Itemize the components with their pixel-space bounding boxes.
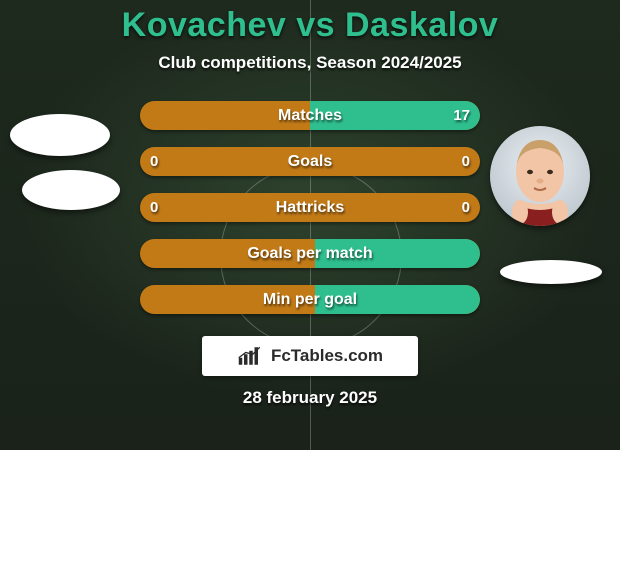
bars-icon [237,345,265,367]
stat-row-goals: Goals 0 0 [140,147,480,176]
stat-value-right: 0 [462,193,470,222]
stat-row-min_per_goal: Min per goal [140,285,480,314]
stat-row-goals_per_match: Goals per match [140,239,480,268]
site-logo: FcTables.com [202,336,418,376]
page-title: Kovachev vs Daskalov [0,6,620,45]
stat-row-matches: Matches 17 [140,101,480,130]
logo-text: FcTables.com [271,346,383,366]
stat-label: Matches [278,107,342,125]
subtitle: Club competitions, Season 2024/2025 [0,53,620,73]
comparison-card: Kovachev vs Daskalov Club competitions, … [0,0,620,450]
date-text: 28 february 2025 [0,388,620,408]
stat-value-left: 0 [150,193,158,222]
stat-label: Goals per match [247,245,372,263]
stat-value-left: 0 [150,147,158,176]
stat-label: Goals [288,153,332,171]
content: Kovachev vs Daskalov Club competitions, … [0,0,620,408]
stat-value-right: 17 [453,101,470,130]
stat-label: Min per goal [263,291,357,309]
stat-label: Hattricks [276,199,344,217]
stat-row-hattricks: Hattricks 0 0 [140,193,480,222]
stat-value-right: 0 [462,147,470,176]
stat-rows: Matches 17 Goals 0 0 Hattricks 0 0 Goals per mat… [140,101,480,314]
